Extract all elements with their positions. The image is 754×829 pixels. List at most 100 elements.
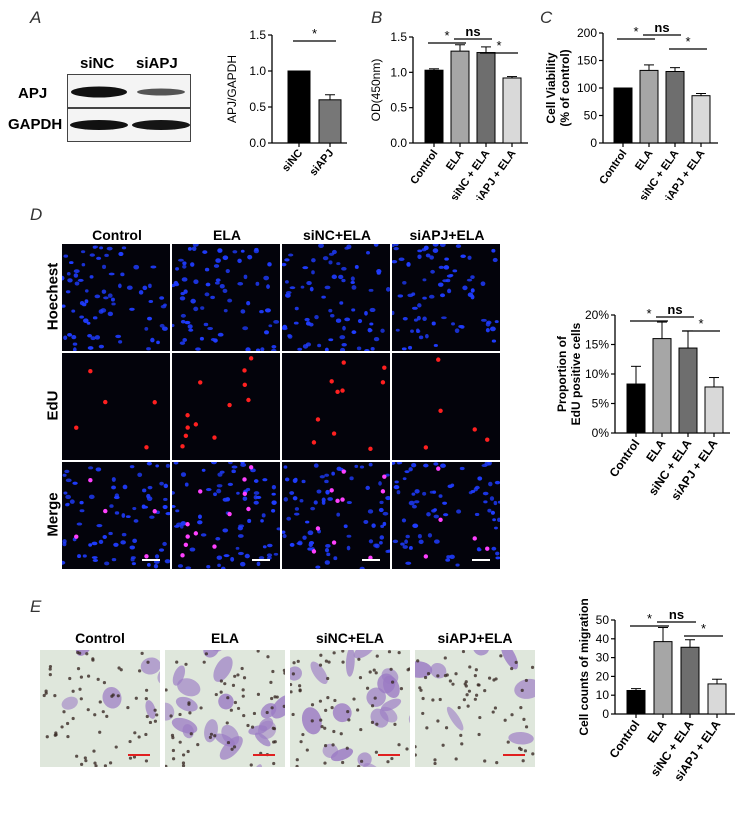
edu-dot <box>380 489 386 494</box>
nucleus-dot <box>492 518 496 522</box>
pore-dot <box>375 654 379 658</box>
nucleus-dot <box>180 319 186 324</box>
nucleus-dot <box>184 320 191 325</box>
nucleus-dot <box>346 534 352 538</box>
edu-dot <box>335 498 340 504</box>
nucleus-dot <box>255 348 261 351</box>
pore-dot <box>332 651 336 655</box>
nucleus-dot <box>445 558 451 562</box>
nucleus-dot <box>316 489 322 494</box>
nucleus-dot <box>446 555 451 559</box>
nucleus-dot <box>101 289 107 294</box>
nucleus-dot <box>263 330 270 335</box>
pore-dot <box>421 711 425 716</box>
pore-dot <box>295 758 299 762</box>
nucleus-dot <box>440 463 446 468</box>
nucleus-dot <box>285 291 292 295</box>
nucleus-dot <box>98 539 104 544</box>
image-background <box>172 244 280 351</box>
migrated-cell <box>357 752 372 767</box>
pore-dot <box>419 688 423 692</box>
edu-dot <box>423 554 429 559</box>
nucleus-dot <box>482 491 489 496</box>
nucleus-dot <box>395 328 400 332</box>
nucleus-dot <box>210 337 216 342</box>
edu-dot <box>329 488 334 493</box>
nucleus-dot <box>417 249 423 253</box>
nucleus-dot <box>81 302 87 307</box>
migrated-cell <box>370 708 389 728</box>
nucleus-dot <box>328 308 333 313</box>
nucleus-dot <box>73 269 80 274</box>
pore-dot <box>291 672 295 676</box>
pore-dot <box>92 749 96 753</box>
nucleus-dot <box>111 302 116 306</box>
nucleus-dot <box>300 285 305 289</box>
nucleus-dot <box>65 494 72 500</box>
nucleus-dot <box>109 504 114 508</box>
nucleus-dot <box>82 554 87 558</box>
nucleus-dot <box>467 255 472 260</box>
pore-dot <box>78 651 82 655</box>
nucleus-dot <box>107 311 114 317</box>
nucleus-dot <box>328 260 333 265</box>
pore-dot <box>524 678 528 683</box>
fluor-row-label: Merge <box>44 492 62 537</box>
pore-dot <box>370 704 375 708</box>
nucleus-dot <box>379 535 385 540</box>
nucleus-dot <box>142 285 148 291</box>
nucleus-dot <box>325 489 330 495</box>
nucleus-dot <box>180 472 187 477</box>
pore-dot <box>60 725 64 729</box>
edu-dot <box>382 365 387 370</box>
bar <box>653 641 673 715</box>
pore-dot <box>44 689 48 693</box>
nucleus-dot <box>411 492 416 496</box>
pore-dot <box>415 753 417 757</box>
nucleus-dot <box>497 500 500 504</box>
nucleus-dot <box>202 250 208 254</box>
y-axis-label: Cell Viability(% of control) <box>544 49 572 126</box>
pore-dot <box>114 745 118 749</box>
bar <box>652 338 672 434</box>
pore-dot <box>305 748 309 752</box>
pore-dot <box>86 674 91 678</box>
pore-dot <box>214 692 218 697</box>
pore-dot <box>42 693 46 698</box>
nucleus-dot <box>433 508 437 512</box>
nucleus-dot <box>242 326 249 331</box>
edu-dot <box>380 380 386 385</box>
nucleus-dot <box>369 307 376 313</box>
nucleus-dot <box>474 485 480 490</box>
nucleus-dot <box>266 553 273 558</box>
nucleus-dot <box>69 499 75 504</box>
pore-dot <box>91 658 95 662</box>
nucleus-dot <box>104 253 109 258</box>
nucleus-dot <box>459 466 465 471</box>
pore-dot <box>390 756 394 761</box>
nucleus-dot <box>244 553 250 559</box>
nucleus-dot <box>215 258 221 263</box>
nucleus-dot <box>405 561 412 565</box>
nucleus-dot <box>308 322 314 327</box>
pore-dot <box>405 747 409 751</box>
nucleus-dot <box>401 518 407 523</box>
pore-dot <box>270 706 274 710</box>
pore-dot <box>443 673 448 678</box>
nucleus-dot <box>422 296 427 300</box>
pore-dot <box>272 761 276 766</box>
nucleus-dot <box>67 278 73 283</box>
migration-col-label: Control <box>75 630 125 646</box>
y-tick-label: 0.5 <box>249 100 266 114</box>
pore-dot <box>339 732 343 736</box>
nucleus-dot <box>115 334 122 339</box>
pore-dot <box>301 732 305 737</box>
pore-dot <box>477 732 481 737</box>
pore-dot <box>132 755 137 759</box>
significance-label: * <box>312 26 317 41</box>
nucleus-dot <box>462 285 468 291</box>
nucleus-dot <box>92 316 98 320</box>
nucleus-dot <box>150 337 155 343</box>
pore-dot <box>241 688 245 692</box>
nucleus-dot <box>159 481 164 486</box>
